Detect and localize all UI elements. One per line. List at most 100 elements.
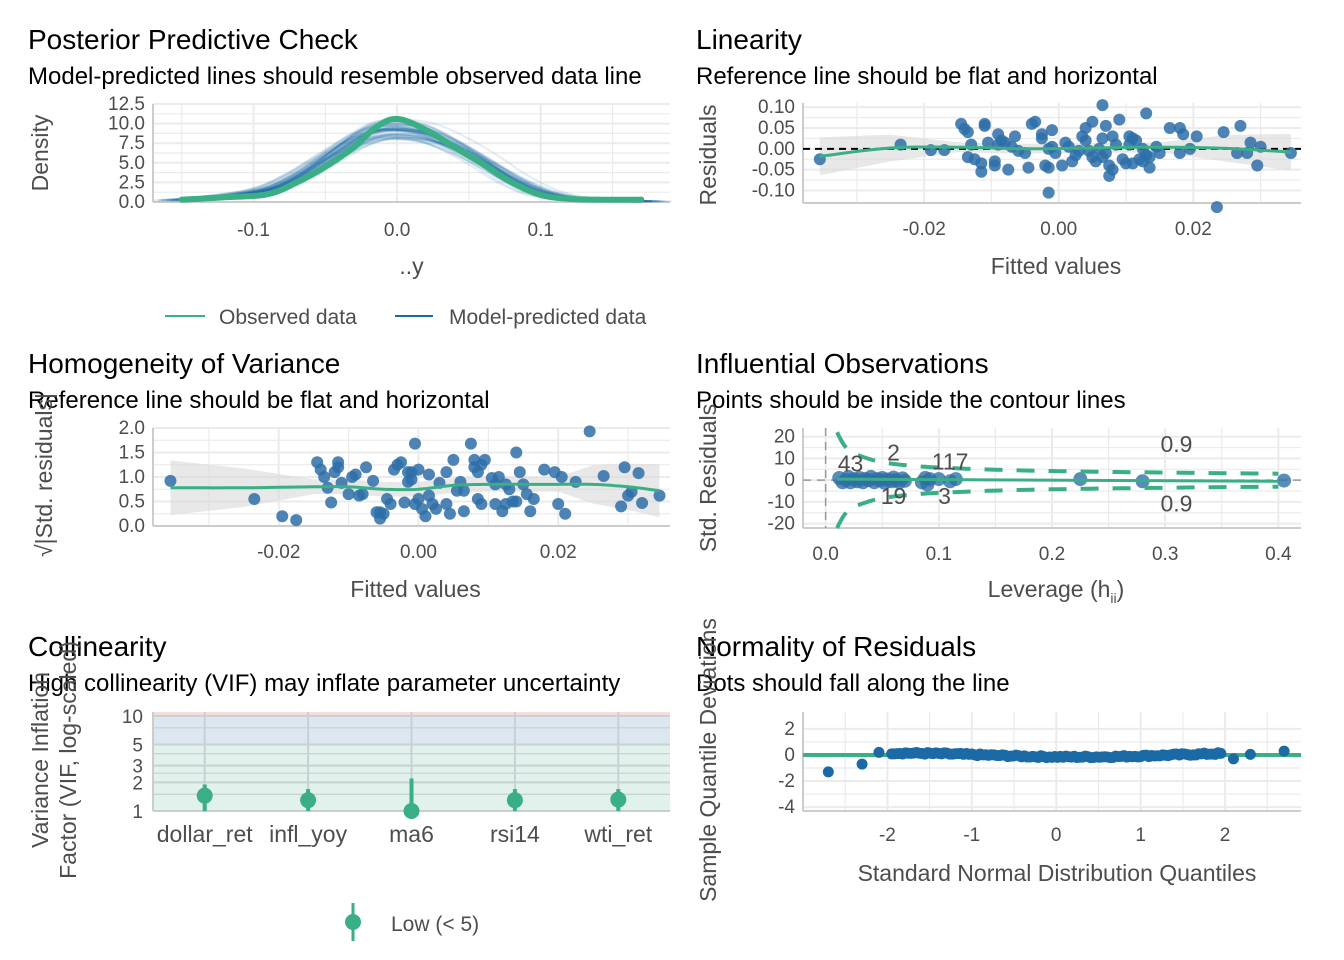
ppc-y-tick-label: 10.0	[108, 114, 145, 135]
hom-point	[475, 497, 488, 510]
hom-point	[653, 489, 666, 502]
vif-x-tick-label: infl_yoy	[269, 821, 347, 847]
ppc-legend-observed-label: Observed data	[219, 306, 357, 329]
ppc-x-tick-label: 0.0	[384, 220, 410, 241]
inf-contour-lower	[835, 484, 1279, 529]
lin-point	[1284, 147, 1297, 159]
hom-point	[360, 461, 373, 474]
hom-point	[583, 425, 596, 438]
hom-point	[422, 468, 435, 481]
normality-subtitle: Dots should fall along the line	[696, 670, 1010, 697]
vif-legend-key-point	[345, 914, 361, 930]
inf-y-tick-label: -10	[768, 492, 795, 513]
lin-point	[1029, 115, 1042, 128]
hom-point	[398, 496, 411, 509]
ppc-predicted-line	[157, 123, 660, 203]
ppc-x-tick-label: 0.1	[528, 220, 554, 241]
inf-x-tick-label: 0.4	[1265, 544, 1292, 565]
lin-point	[1086, 115, 1099, 128]
lin-point	[975, 157, 988, 170]
lin-point	[1022, 161, 1035, 174]
ppc-legend-predicted-label: Model-predicted data	[449, 306, 647, 329]
lin-point	[1173, 147, 1186, 159]
hom-point	[510, 495, 523, 508]
inf-y-axis-label: Std. Residuals	[695, 404, 721, 552]
lin-point	[1096, 99, 1109, 112]
lin-y-tick-label: 0.10	[758, 97, 795, 118]
linearity-title: Linearity	[696, 24, 802, 55]
lin-point	[978, 119, 991, 132]
hom-point	[419, 510, 432, 523]
hom-point	[510, 446, 523, 459]
lin-point	[1140, 107, 1153, 120]
hom-point	[440, 497, 453, 510]
hom-point	[615, 500, 628, 513]
normality-title: Normality of Residuals	[696, 631, 977, 662]
hom-point	[395, 456, 408, 469]
hom-point	[349, 468, 362, 481]
inf-x-tick-label: 0.0	[812, 544, 838, 565]
hom-x-axis-label: Fitted values	[350, 576, 480, 602]
lin-point	[1096, 132, 1109, 145]
hom-point	[632, 467, 645, 480]
lin-point	[1143, 161, 1156, 174]
ppc-predicted-line	[153, 129, 659, 203]
inf-point-label: 2	[887, 440, 900, 466]
lin-point	[1113, 113, 1126, 126]
vif-y-axis-label-1: Variance Inflation	[27, 672, 53, 848]
hom-point	[443, 507, 456, 520]
lin-y-tick-label: -0.05	[752, 160, 795, 181]
hom-point	[559, 507, 572, 520]
hom-point	[384, 497, 397, 510]
qq-point	[1227, 753, 1239, 765]
hom-point	[412, 463, 425, 476]
lin-point	[1244, 136, 1257, 149]
hom-point	[377, 507, 390, 520]
inf-y-tick-label: 20	[774, 427, 795, 448]
inf-y-tick-label: 10	[774, 448, 795, 469]
hom-point	[555, 471, 568, 483]
vif-x-tick-label: ma6	[389, 821, 434, 847]
hom-point	[408, 437, 421, 450]
hom-point	[332, 456, 345, 469]
lin-point	[988, 159, 1001, 172]
hom-point	[478, 453, 491, 466]
collinearity-subtitle: High collinearity (VIF) may inflate para…	[28, 670, 621, 697]
inf-point-label: 43	[838, 450, 864, 476]
lin-point	[1177, 128, 1190, 141]
lin-y-tick-label: 0.00	[758, 139, 795, 160]
hom-y-tick-label: 2.0	[119, 418, 145, 439]
lin-point	[1153, 147, 1166, 159]
inf-point-label: 3	[938, 483, 951, 509]
lin-x-tick-label: 0.02	[1175, 219, 1212, 240]
hom-x-tick-label: 0.00	[400, 542, 437, 563]
lin-point	[1099, 119, 1112, 132]
hom-point	[552, 497, 565, 510]
hom-point	[429, 502, 442, 515]
vif-x-tick-label: dollar_ret	[157, 821, 253, 847]
lin-point	[1046, 124, 1058, 137]
hom-point	[318, 471, 331, 483]
vif-point	[196, 787, 213, 804]
lin-point	[1190, 130, 1203, 143]
hom-point	[636, 496, 649, 509]
influential-subtitle: Points should be inside the contour line…	[696, 387, 1126, 414]
lin-point	[1002, 163, 1015, 176]
qq-point	[1244, 748, 1256, 760]
lin-point	[982, 136, 995, 149]
lin-point	[1163, 122, 1176, 134]
collinearity-title: Collinearity	[28, 631, 167, 662]
hom-point	[457, 505, 470, 518]
inf-y-tick-label: 0	[784, 470, 795, 491]
vif-y-axis-label-2: Factor (VIF, log-scaled)	[55, 641, 81, 879]
ppc-x-axis-label: ..y	[399, 253, 424, 279]
hom-point	[325, 496, 338, 509]
lin-point	[961, 126, 974, 139]
lin-point	[1210, 201, 1223, 214]
inf-x-axis-label: Leverage (hii)	[988, 576, 1125, 606]
hom-y-axis-label: √|Std. residuals|	[31, 393, 57, 557]
lin-point	[1217, 126, 1230, 139]
ppc-y-tick-label: 7.5	[119, 133, 145, 154]
lin-y-tick-label: -0.10	[752, 181, 795, 202]
